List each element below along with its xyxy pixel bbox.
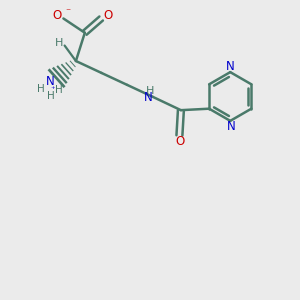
Text: N: N [226, 60, 235, 73]
Text: H: H [47, 91, 55, 101]
Text: N: N [46, 75, 55, 88]
Text: ⁻: ⁻ [65, 7, 70, 17]
Text: N: N [144, 91, 153, 104]
Text: H: H [146, 86, 154, 96]
Text: O: O [103, 9, 112, 22]
Text: H: H [55, 38, 63, 49]
Text: N: N [227, 120, 236, 133]
Text: O: O [52, 9, 62, 22]
Text: H: H [55, 85, 63, 94]
Text: O: O [175, 136, 184, 148]
Text: H: H [37, 84, 45, 94]
Text: ⁺: ⁺ [51, 85, 55, 94]
